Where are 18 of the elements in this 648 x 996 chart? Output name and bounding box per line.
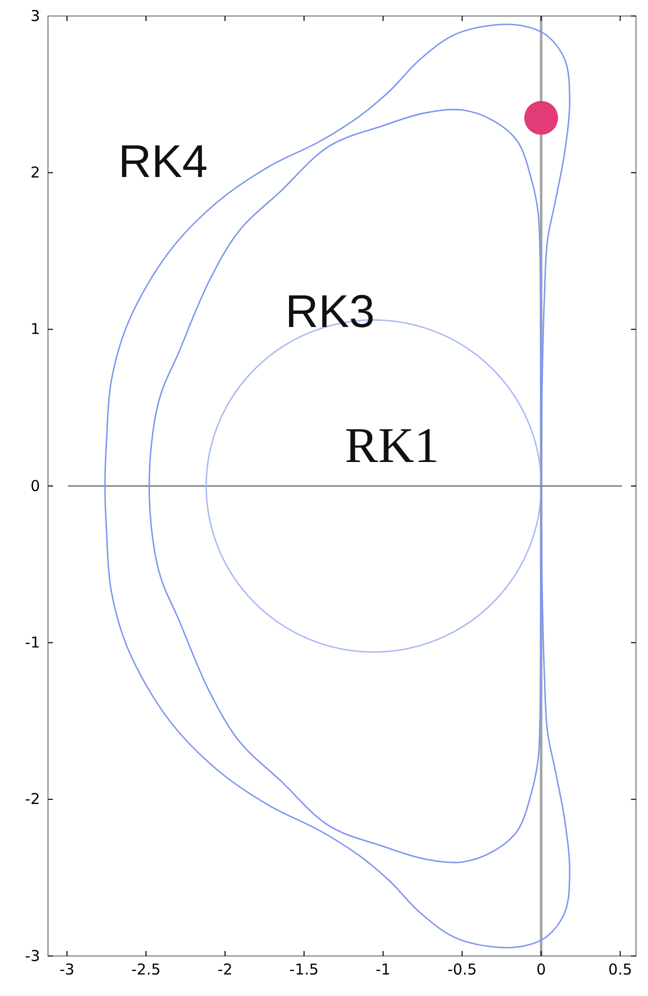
y-tick-label: 3 bbox=[30, 6, 40, 25]
x-tick-label: -2.5 bbox=[131, 960, 161, 979]
x-tick-label: 0 bbox=[536, 960, 546, 979]
y-tick-label: -2 bbox=[25, 790, 40, 808]
x-tick-label: -1 bbox=[376, 960, 391, 979]
x-tick-label: -0.5 bbox=[447, 960, 477, 979]
y-tick-label: -1 bbox=[25, 633, 40, 652]
y-tick-label: 2 bbox=[30, 163, 40, 182]
y-tick-label: 0 bbox=[30, 476, 40, 495]
x-tick-label: -3 bbox=[59, 960, 74, 979]
y-tick-label: -3 bbox=[25, 946, 40, 965]
annotation: RK4 bbox=[118, 135, 208, 187]
annotation: RK1 bbox=[344, 417, 440, 473]
x-tick-label: -1.5 bbox=[289, 960, 319, 979]
y-tick-label: 1 bbox=[30, 320, 40, 338]
annotation: RK3 bbox=[285, 285, 375, 337]
x-tick-label: -2 bbox=[218, 960, 233, 979]
x-tick-label: 0.5 bbox=[608, 960, 632, 979]
